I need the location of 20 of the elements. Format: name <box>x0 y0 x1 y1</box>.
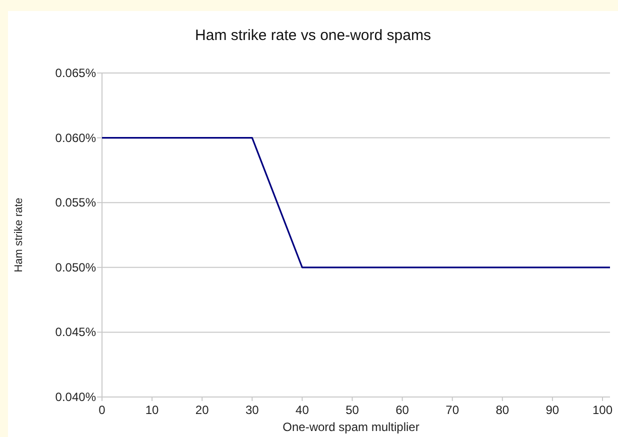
y-tick-label: 0.060% <box>55 130 96 145</box>
x-tick-label: 40 <box>296 403 310 417</box>
y-tick-label: 0.045% <box>55 325 96 340</box>
x-tick-label: 90 <box>546 403 560 417</box>
x-tick-label: 50 <box>346 403 360 417</box>
x-tick-label: 80 <box>496 403 510 417</box>
x-tick-label: 10 <box>145 403 160 417</box>
x-tick-label: 0 <box>98 403 106 417</box>
y-tick-label: 0.065% <box>55 66 96 80</box>
y-tick-label: 0.040% <box>55 390 96 404</box>
y-tick-label: 0.050% <box>55 260 96 274</box>
x-axis-title: One-word spam multiplier <box>282 420 420 434</box>
x-tick-label: 30 <box>245 403 260 417</box>
x-tick-label: 100 <box>592 403 613 417</box>
x-tick-label: 60 <box>396 403 410 417</box>
x-tick-label: 70 <box>446 403 460 417</box>
x-tick-label: 20 <box>195 403 210 417</box>
chart-title: Ham strike rate vs one-word spams <box>195 27 431 44</box>
y-axis-title: Ham strike rate <box>13 198 25 272</box>
y-tick-label: 0.055% <box>55 196 96 210</box>
